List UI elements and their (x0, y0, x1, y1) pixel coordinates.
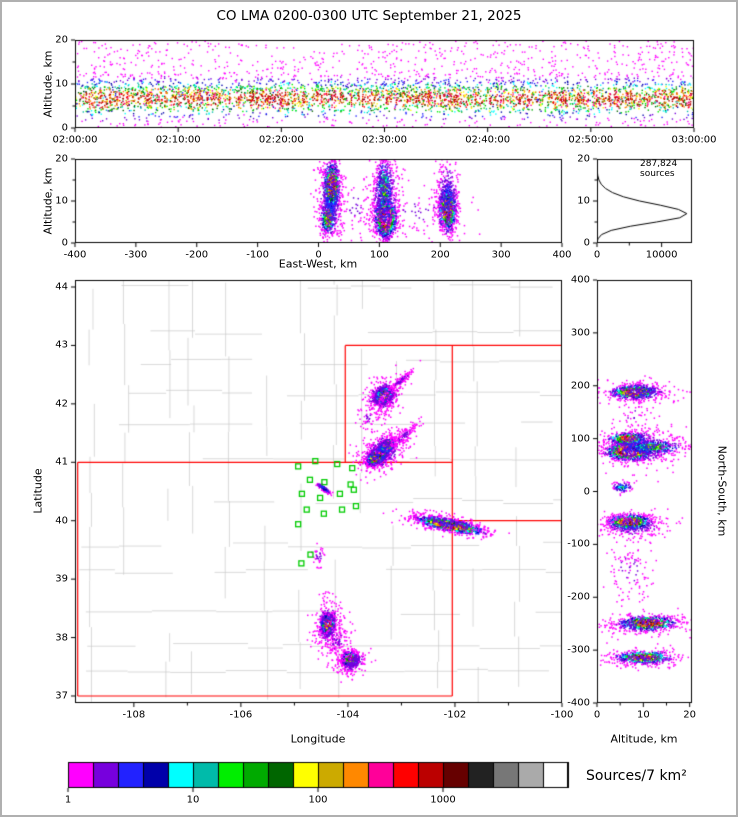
source-count-annotation: 287,824 sources (640, 159, 678, 179)
time-height-ylabel: Altitude, km (41, 50, 55, 118)
north-south-ylabel: North-South, km (715, 445, 729, 537)
map-ylabel: Latitude (31, 468, 45, 514)
colorbar-label: Sources/7 km² (586, 768, 687, 784)
figure-title: CO LMA 0200-0300 UTC September 21, 2025 (216, 8, 522, 24)
ns-altitude-xlabel: Altitude, km (610, 732, 678, 746)
map-xlabel: Longitude (290, 732, 346, 746)
east-west-ylabel: Altitude, km (41, 167, 55, 235)
east-west-xlabel: East-West, km (278, 257, 358, 271)
